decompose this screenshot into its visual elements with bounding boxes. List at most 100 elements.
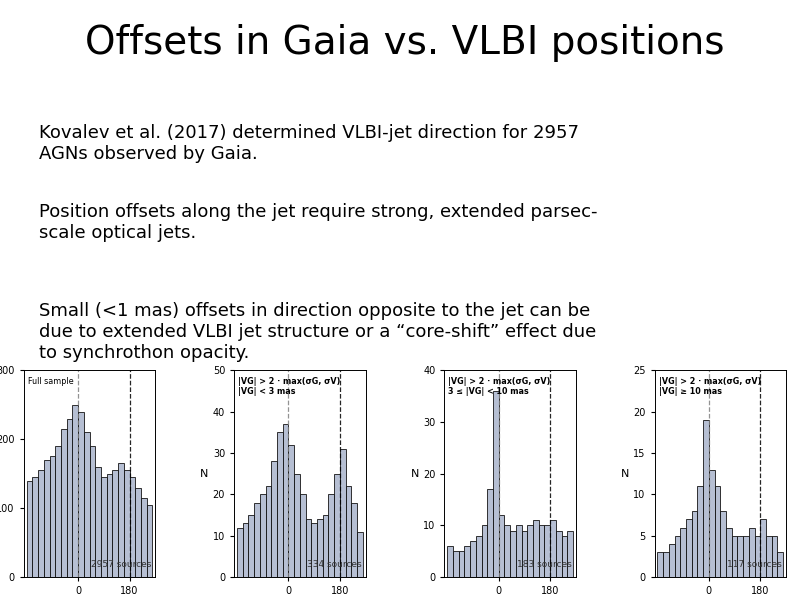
- Bar: [516, 525, 522, 577]
- Y-axis label: N: N: [410, 469, 418, 479]
- Bar: [334, 474, 340, 577]
- Bar: [277, 433, 283, 577]
- Bar: [95, 467, 101, 577]
- Bar: [533, 520, 538, 577]
- Bar: [697, 486, 703, 577]
- Bar: [488, 489, 493, 577]
- Bar: [545, 525, 550, 577]
- Bar: [510, 531, 516, 577]
- Bar: [27, 481, 33, 577]
- Text: Small (<1 mas) offsets in direction opposite to the jet can be
due to extended V: Small (<1 mas) offsets in direction oppo…: [39, 302, 596, 362]
- Text: |VG| > 2 · max(σG, σV)
|VG| ≥ 10 mas: |VG| > 2 · max(σG, σV) |VG| ≥ 10 mas: [658, 377, 761, 396]
- Bar: [464, 546, 470, 577]
- Text: 183 sources: 183 sources: [517, 560, 572, 569]
- Bar: [340, 449, 345, 577]
- Bar: [147, 505, 152, 577]
- Text: |VG| > 2 · max(σG, σV)
3 ≤ |VG| < 10 mas: |VG| > 2 · max(σG, σV) 3 ≤ |VG| < 10 mas: [449, 377, 551, 396]
- Bar: [709, 469, 715, 577]
- Bar: [254, 503, 260, 577]
- Bar: [766, 536, 772, 577]
- Bar: [288, 445, 294, 577]
- Bar: [527, 525, 533, 577]
- Bar: [657, 552, 663, 577]
- Bar: [118, 464, 124, 577]
- Bar: [715, 486, 720, 577]
- Bar: [351, 503, 357, 577]
- Bar: [249, 515, 254, 577]
- Y-axis label: N: N: [621, 469, 629, 479]
- Bar: [754, 536, 761, 577]
- Bar: [726, 528, 732, 577]
- Bar: [481, 525, 488, 577]
- Bar: [141, 498, 147, 577]
- Bar: [761, 519, 766, 577]
- Text: 2957 sources: 2957 sources: [91, 560, 152, 569]
- Bar: [675, 536, 680, 577]
- Text: 117 sources: 117 sources: [727, 560, 782, 569]
- Bar: [720, 511, 726, 577]
- Bar: [124, 470, 129, 577]
- Bar: [686, 519, 692, 577]
- Bar: [504, 525, 510, 577]
- Text: |VG| > 2 · max(σG, σV)
|VG| < 3 mas: |VG| > 2 · max(σG, σV) |VG| < 3 mas: [238, 377, 341, 396]
- Bar: [44, 460, 49, 577]
- Bar: [680, 528, 686, 577]
- Text: Position offsets along the jet require strong, extended parsec-
scale optical je: Position offsets along the jet require s…: [39, 203, 598, 242]
- Bar: [743, 536, 749, 577]
- Bar: [493, 391, 499, 577]
- Bar: [243, 524, 249, 577]
- Bar: [459, 552, 464, 577]
- Bar: [357, 532, 363, 577]
- Bar: [772, 536, 777, 577]
- Bar: [135, 487, 141, 577]
- Bar: [113, 470, 118, 577]
- Bar: [49, 456, 56, 577]
- Bar: [33, 477, 38, 577]
- Text: 334 sources: 334 sources: [307, 560, 361, 569]
- Bar: [567, 531, 573, 577]
- Bar: [703, 420, 709, 577]
- Bar: [265, 486, 272, 577]
- Bar: [90, 446, 95, 577]
- Bar: [129, 477, 135, 577]
- Bar: [283, 424, 288, 577]
- Bar: [732, 536, 738, 577]
- Bar: [106, 474, 113, 577]
- Bar: [749, 528, 754, 577]
- Bar: [61, 429, 67, 577]
- Bar: [561, 536, 567, 577]
- Bar: [345, 486, 351, 577]
- Bar: [272, 461, 277, 577]
- Bar: [322, 515, 329, 577]
- Text: Offsets in Gaia vs. VLBI positions: Offsets in Gaia vs. VLBI positions: [85, 24, 725, 62]
- Bar: [56, 446, 61, 577]
- Bar: [738, 536, 743, 577]
- Bar: [538, 525, 545, 577]
- Bar: [101, 477, 106, 577]
- Bar: [78, 412, 84, 577]
- Bar: [306, 519, 311, 577]
- Bar: [470, 541, 476, 577]
- Bar: [294, 474, 300, 577]
- Bar: [329, 494, 334, 577]
- Bar: [38, 470, 44, 577]
- Bar: [453, 552, 459, 577]
- Bar: [447, 546, 453, 577]
- Bar: [522, 531, 527, 577]
- Bar: [692, 511, 697, 577]
- Text: Kovalev et al. (2017) determined VLBI-jet direction for 2957
AGNs observed by Ga: Kovalev et al. (2017) determined VLBI-je…: [39, 124, 579, 162]
- Bar: [663, 552, 669, 577]
- Bar: [84, 433, 90, 577]
- Bar: [476, 536, 481, 577]
- Bar: [550, 520, 556, 577]
- Bar: [72, 405, 78, 577]
- Bar: [499, 515, 504, 577]
- Bar: [317, 519, 322, 577]
- Y-axis label: N: N: [200, 469, 209, 479]
- Bar: [777, 552, 783, 577]
- Bar: [237, 528, 243, 577]
- Text: Full sample: Full sample: [28, 377, 73, 386]
- Bar: [300, 494, 306, 577]
- Bar: [556, 531, 561, 577]
- Bar: [311, 524, 317, 577]
